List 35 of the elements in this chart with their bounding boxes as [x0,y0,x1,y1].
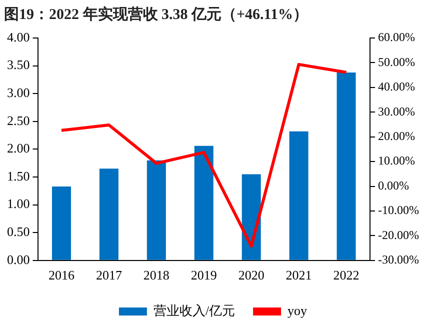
y-tick-label: 4.00 [7,29,30,44]
y2-tick-label: 10.00% [378,154,416,168]
bar [289,131,308,260]
x-tick-label: 2019 [190,268,217,283]
y2-tick-label: 40.00% [378,80,416,94]
legend-label: 营业收入/亿元 [153,302,236,318]
y-tick-label: 3.00 [7,85,30,100]
y-tick-label: 0.00 [7,252,30,267]
x-tick-label: 2018 [143,268,170,283]
bar [52,186,71,260]
x-tick-label: 2020 [238,268,264,283]
y2-tick-label: -10.00% [378,203,420,218]
bar [99,168,118,260]
x-tick-label: 2022 [333,268,360,283]
y2-tick-label: 30.00% [378,104,416,118]
y-tick-label: 2.00 [7,140,30,156]
x-tick-label: 2017 [96,268,122,283]
legend-label: yoy [288,302,308,318]
y-tick-label: 2.50 [7,112,30,128]
x-tick-label: 2021 [286,268,312,283]
y-tick-label: 1.00 [7,196,30,212]
bar [336,72,356,260]
bar [146,160,166,260]
y-tick-label: 1.50 [7,168,30,184]
y2-tick-label: -30.00% [378,252,420,267]
x-tick-label: 2016 [48,268,75,283]
y-tick-label: 3.50 [7,57,30,72]
chart-title: 图19：2022 年实现营收 3.38 亿元（+46.11%） [4,4,308,23]
y-tick-label: 0.50 [7,224,30,240]
y2-tick-label: 20.00% [378,129,416,143]
bar [194,146,214,260]
y2-tick-label: 0.00% [378,178,410,192]
y2-tick-label: 60.00% [378,30,416,44]
y2-tick-label: -20.00% [378,228,420,242]
y2-tick-label: 50.00% [378,54,416,69]
